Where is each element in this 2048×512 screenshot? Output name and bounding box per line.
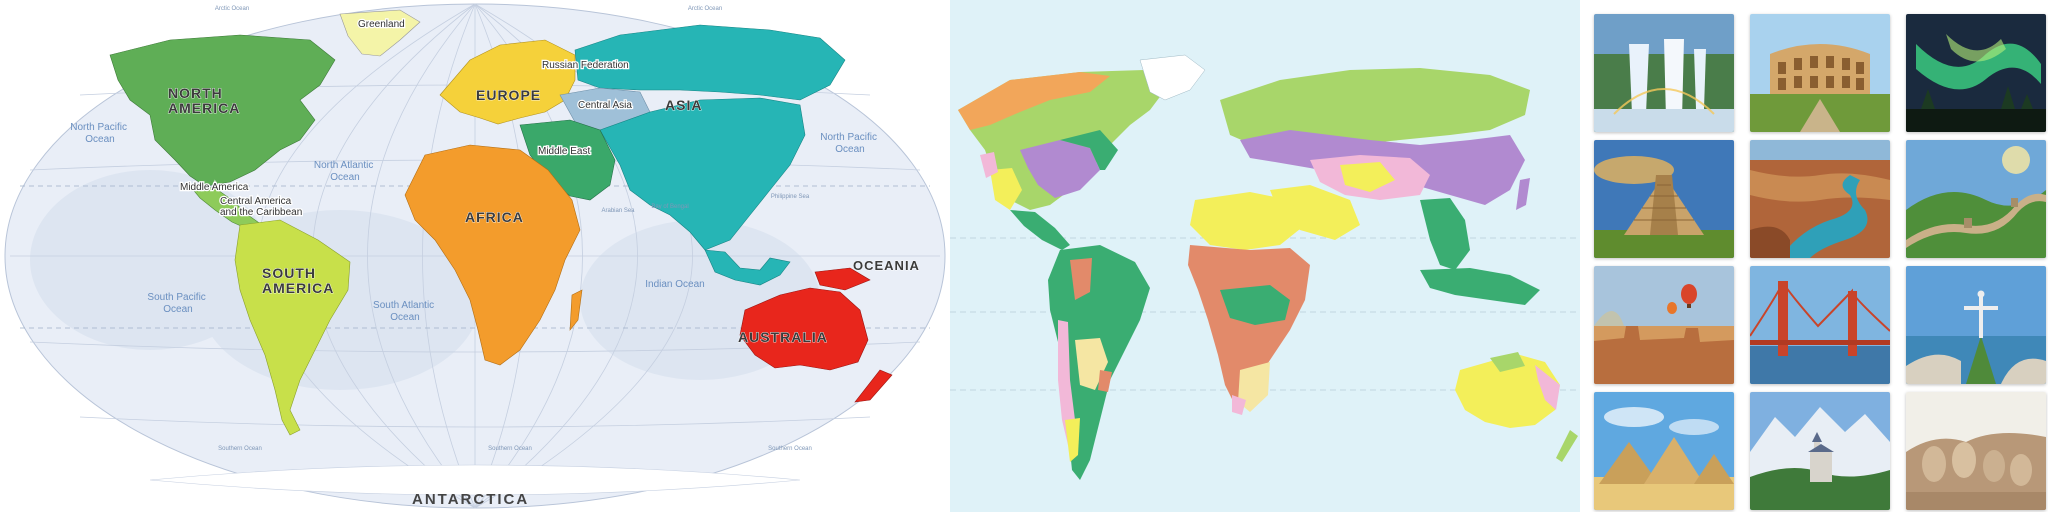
label-russian-federation: Russian Federation (542, 60, 629, 71)
label-south-pacific: South Pacific Ocean (147, 292, 208, 315)
label-south-atlantic: South Atlantic Ocean (373, 300, 437, 323)
climate-na-desert (990, 168, 1022, 210)
climate-eurasia-north (1220, 68, 1530, 150)
label-europe: EUROPE (476, 87, 541, 103)
label-indian-ocean: Indian Ocean (645, 279, 705, 290)
southeast-asia-shape (704, 249, 791, 286)
bridge-icon (1750, 266, 1890, 384)
label-africa: AFRICA (465, 209, 524, 225)
climate-africa-cape (1232, 395, 1246, 415)
label-australia: AUSTRALIA (738, 329, 828, 345)
climate-sa-highland (1098, 370, 1112, 392)
waterfall-icon (1594, 14, 1734, 132)
label-caribbean: and the Caribbean (220, 207, 302, 218)
canyon-icon (1750, 140, 1890, 258)
label-philippine-sea: Philippine Sea (771, 194, 810, 200)
climate-world-map (950, 0, 1580, 512)
climate-africa-sahara (1190, 192, 1305, 250)
tile-colosseum[interactable] (1750, 14, 1890, 132)
asia-shape (599, 97, 806, 251)
aurora-icon (1906, 14, 2046, 132)
climate-na-mediterranean (980, 152, 998, 178)
pyramid-temple-icon (1594, 140, 1734, 258)
new-guinea-shape (814, 267, 871, 291)
tile-balloons-desert[interactable] (1594, 266, 1734, 384)
climate-southeast-asia (1420, 268, 1540, 305)
russia-shape (574, 24, 846, 101)
tile-bridge[interactable] (1750, 266, 1890, 384)
tile-aurora[interactable] (1906, 14, 2046, 132)
climate-australia-north (1490, 352, 1525, 372)
tile-great-wall[interactable] (1906, 140, 2046, 258)
castle-icon (1750, 392, 1890, 510)
label-middle-east: Middle East (538, 146, 590, 157)
climate-africa-south (1238, 362, 1270, 412)
label-middle-america: Middle America (180, 182, 249, 193)
greenland-shape (339, 9, 421, 57)
australia-shape (739, 287, 869, 371)
climate-middle-east-desert (1270, 185, 1360, 240)
climate-new-zealand (1556, 430, 1578, 462)
label-greenland: Greenland (358, 19, 405, 30)
new-zealand-shape (854, 369, 893, 403)
climate-central-america (1010, 210, 1070, 250)
antarctica-shape (149, 464, 801, 496)
label-bay-of-bengal: Bay of Bengal (651, 204, 688, 210)
climate-na-tundra (958, 72, 1110, 130)
tile-castle[interactable] (1750, 392, 1890, 510)
label-north-pacific-right: North Pacific Ocean (820, 132, 879, 155)
tile-christ-statue[interactable] (1906, 266, 2046, 384)
label-arctic-left: Arctic Ocean (215, 6, 249, 12)
tile-mount-rushmore[interactable] (1906, 392, 2046, 510)
political-world-map: NORTH AMERICA SOUTH AMERICA EUROPE AFRIC… (0, 0, 950, 512)
label-north-atlantic: North Atlantic Ocean (314, 160, 376, 183)
climate-australia (1455, 355, 1560, 428)
great-wall-icon (1906, 140, 2046, 258)
climate-sa-south (1065, 418, 1080, 462)
label-arabian-sea: Arabian Sea (601, 208, 635, 214)
madagascar-shape (569, 289, 583, 331)
climate-sa-savanna (1070, 258, 1092, 300)
climate-africa-rainforest (1220, 285, 1290, 325)
climate-australia-coast (1535, 365, 1560, 410)
tile-pyramids[interactable] (1594, 392, 1734, 510)
label-southern-right: Southern Ocean (768, 446, 812, 452)
africa-shape (404, 144, 581, 366)
colosseum-icon (1750, 14, 1890, 132)
landmark-gallery (1580, 0, 2048, 512)
climate-sa-andes (1058, 320, 1075, 445)
climate-eastasia-forest (1420, 198, 1470, 270)
climate-africa-savanna (1188, 245, 1310, 405)
north-america-shape (109, 34, 336, 187)
label-southern-mid: Southern Ocean (488, 446, 532, 452)
climate-na-continental (1020, 140, 1100, 198)
label-oceania: OCEANIA (853, 258, 920, 273)
label-asia: ASIA (665, 97, 702, 113)
pyramids-icon (1594, 392, 1734, 510)
label-south-america: SOUTH AMERICA (262, 265, 334, 296)
climate-central-asia-desert (1340, 162, 1395, 192)
label-central-america: Central America (220, 196, 292, 207)
label-arctic-right: Arctic Ocean (688, 6, 722, 12)
christ-statue-icon (1906, 266, 2046, 384)
balloons-desert-icon (1594, 266, 1734, 384)
label-north-pacific-left: North Pacific Ocean (70, 122, 129, 145)
label-southern-left: Southern Ocean (218, 446, 262, 452)
south-america-shape (234, 219, 351, 436)
mount-rushmore-icon (1906, 392, 2046, 510)
tile-pyramid-temple[interactable] (1594, 140, 1734, 258)
label-north-america: NORTH AMERICA (168, 85, 240, 116)
tile-canyon[interactable] (1750, 140, 1890, 258)
climate-na-forest (1060, 130, 1118, 170)
label-central-asia: Central Asia (578, 100, 632, 111)
tile-waterfall[interactable] (1594, 14, 1734, 132)
climate-japan (1516, 178, 1530, 210)
climate-greenland (1139, 54, 1206, 101)
label-antarctica: ANTARCTICA (412, 491, 529, 508)
